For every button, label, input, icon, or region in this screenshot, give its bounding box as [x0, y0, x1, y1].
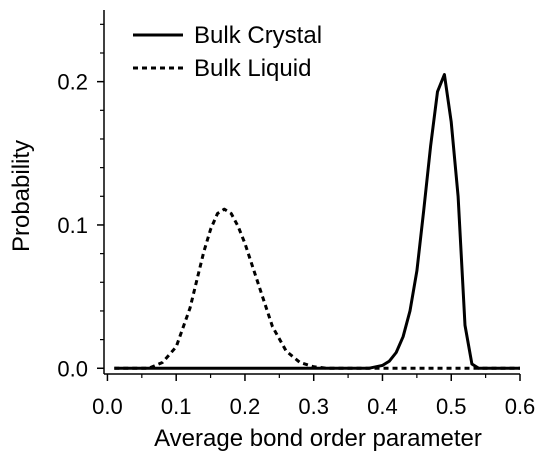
- y-axis-label: Probability: [8, 140, 35, 252]
- x-tick-label: 0.0: [92, 394, 123, 419]
- legend: Bulk Crystal Bulk Liquid: [133, 22, 322, 82]
- legend-label: Bulk Crystal: [194, 22, 322, 49]
- x-tick-label: 0.6: [505, 394, 536, 419]
- series-line-bulk-liquid: [114, 207, 520, 370]
- legend-label: Bulk Liquid: [194, 55, 311, 82]
- y-tick-label: 0.0: [57, 356, 88, 381]
- x-tick-label: 0.3: [298, 394, 329, 419]
- plot-area: [114, 73, 520, 370]
- ticks: 0.0 0.1 0.2 0.3 0.4 0.5 0.6 0.0 0.1 0.2: [57, 23, 536, 419]
- x-tick-label: 0.1: [161, 394, 192, 419]
- x-tick-label: 0.2: [230, 394, 261, 419]
- x-tick-label: 0.5: [436, 394, 467, 419]
- y-tick-label: 0.2: [57, 70, 88, 95]
- x-axis-label: Average bond order parameter: [154, 425, 482, 452]
- y-tick-label: 0.1: [57, 213, 88, 238]
- x-tick-label: 0.4: [367, 394, 398, 419]
- series-line-bulk-crystal: [114, 73, 520, 370]
